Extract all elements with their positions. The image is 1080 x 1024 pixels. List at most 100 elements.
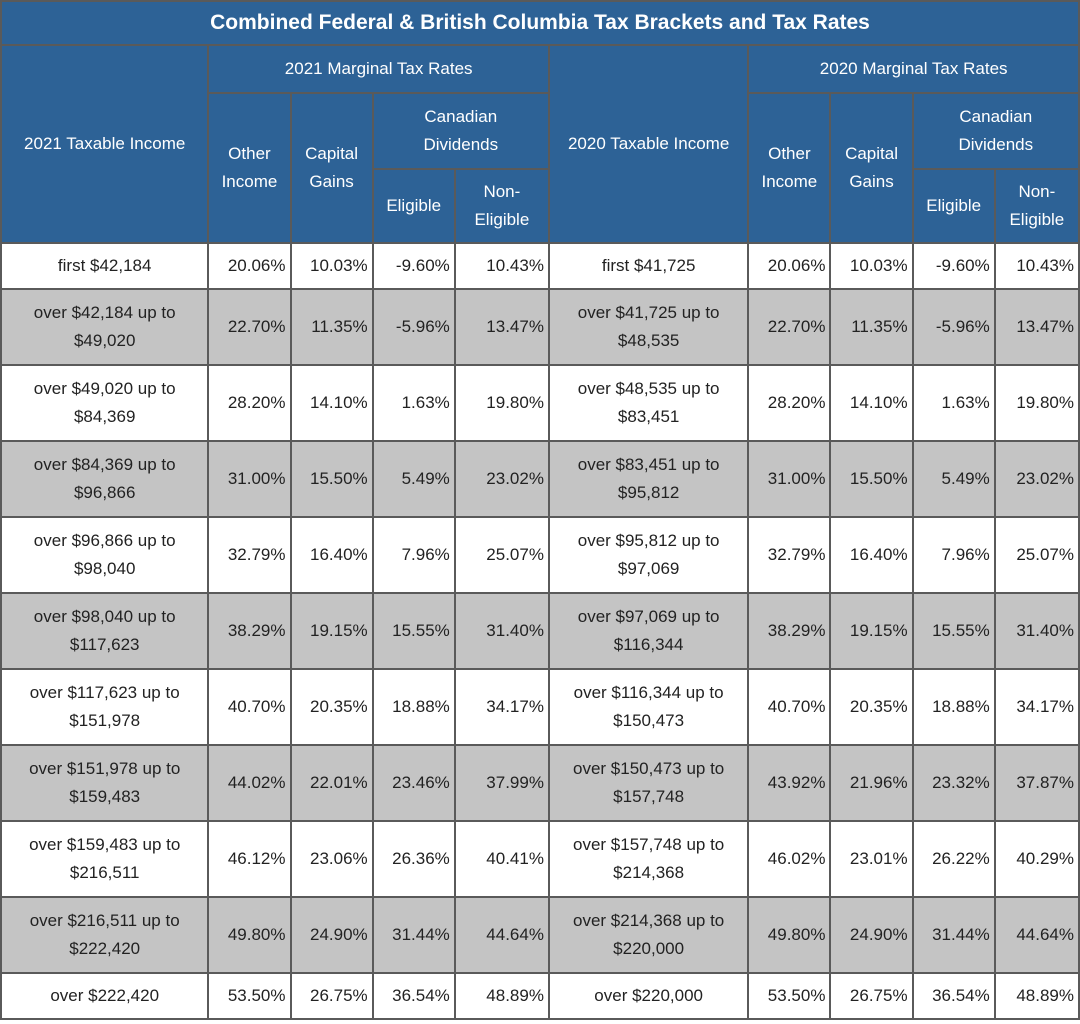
rate-2020-capital-gains: 15.50% [831, 442, 912, 516]
rate-2021-capital-gains: 10.03% [291, 244, 372, 288]
rate-2020-other-income: 38.29% [749, 594, 830, 668]
rate-2021-eligible: 15.55% [373, 594, 454, 668]
header-2020-capital-gains: Capital Gains [831, 94, 912, 242]
table-row: over $216,511 up to $222,420 49.80% 24.90% 3… [2, 898, 1078, 972]
rate-2021-capital-gains: 14.10% [291, 366, 372, 440]
income-2020-cell: over $157,748 up to $214,368 [549, 822, 748, 896]
header-2021-canadian-dividends: Canadian Dividends [373, 94, 548, 168]
rate-2020-capital-gains: 14.10% [831, 366, 912, 440]
rate-2021-eligible: -5.96% [373, 290, 454, 364]
rate-2021-other-income: 40.70% [209, 670, 290, 744]
rate-2021-eligible: 23.46% [373, 746, 454, 820]
table-row: over $151,978 up to $159,483 44.02% 22.01% 2… [2, 746, 1078, 820]
rate-2021-eligible: -9.60% [373, 244, 454, 288]
rate-2020-other-income: 53.50% [749, 974, 830, 1018]
rate-2021-eligible: 26.36% [373, 822, 454, 896]
rate-2021-non-eligible: 19.80% [455, 366, 548, 440]
table-row: over $159,483 up to $216,511 46.12% 23.06% 2… [2, 822, 1078, 896]
rate-2021-other-income: 28.20% [209, 366, 290, 440]
rate-2021-other-income: 31.00% [209, 442, 290, 516]
rate-2021-other-income: 20.06% [209, 244, 290, 288]
rate-2020-eligible: 26.22% [913, 822, 994, 896]
rate-2020-non-eligible: 13.47% [995, 290, 1078, 364]
income-2020-cell: over $83,451 up to $95,812 [549, 442, 748, 516]
rate-2021-other-income: 53.50% [209, 974, 290, 1018]
rate-2020-capital-gains: 26.75% [831, 974, 912, 1018]
rate-2021-other-income: 22.70% [209, 290, 290, 364]
rate-2020-other-income: 49.80% [749, 898, 830, 972]
header-2021-marginal-rates: 2021 Marginal Tax Rates [209, 46, 548, 92]
rate-2021-eligible: 5.49% [373, 442, 454, 516]
rate-2021-eligible: 31.44% [373, 898, 454, 972]
income-2021-cell: over $84,369 up to $96,866 [2, 442, 208, 516]
header-2021-capital-gains: Capital Gains [291, 94, 372, 242]
rate-2021-non-eligible: 13.47% [455, 290, 548, 364]
rate-2020-capital-gains: 23.01% [831, 822, 912, 896]
rate-2020-non-eligible: 25.07% [995, 518, 1078, 592]
income-2020-cell: over $95,812 up to $97,069 [549, 518, 748, 592]
rate-2021-capital-gains: 15.50% [291, 442, 372, 516]
rate-2021-other-income: 44.02% [209, 746, 290, 820]
income-2021-cell: over $117,623 up to $151,978 [2, 670, 208, 744]
rate-2020-non-eligible: 19.80% [995, 366, 1078, 440]
rate-2020-non-eligible: 31.40% [995, 594, 1078, 668]
table-row: over $84,369 up to $96,866 31.00% 15.50% 5.4… [2, 442, 1078, 516]
header-2020-non-eligible: Non- Eligible [995, 170, 1078, 242]
income-2020-cell: over $220,000 [549, 974, 748, 1018]
rate-2020-other-income: 22.70% [749, 290, 830, 364]
rate-2021-capital-gains: 22.01% [291, 746, 372, 820]
rate-2021-non-eligible: 10.43% [455, 244, 548, 288]
income-2021-cell: over $159,483 up to $216,511 [2, 822, 208, 896]
income-2020-cell: over $214,368 up to $220,000 [549, 898, 748, 972]
income-2020-cell: first $41,725 [549, 244, 748, 288]
rate-2020-other-income: 20.06% [749, 244, 830, 288]
table-row: over $98,040 up to $117,623 38.29% 19.15% 15… [2, 594, 1078, 668]
income-2021-cell: first $42,184 [2, 244, 208, 288]
rate-2021-other-income: 32.79% [209, 518, 290, 592]
rate-2021-non-eligible: 23.02% [455, 442, 548, 516]
rate-2020-other-income: 31.00% [749, 442, 830, 516]
table-row: over $42,184 up to $49,020 22.70% 11.35% -5.… [2, 290, 1078, 364]
header-2021-taxable-income: 2021 Taxable Income [2, 46, 208, 242]
rate-2020-capital-gains: 20.35% [831, 670, 912, 744]
header-2020-taxable-income: 2020 Taxable Income [549, 46, 748, 242]
income-2021-cell: over $42,184 up to $49,020 [2, 290, 208, 364]
rate-2020-eligible: 5.49% [913, 442, 994, 516]
table-row: over $49,020 up to $84,369 28.20% 14.10% 1.6… [2, 366, 1078, 440]
rate-2021-capital-gains: 19.15% [291, 594, 372, 668]
rate-2020-capital-gains: 19.15% [831, 594, 912, 668]
rate-2020-non-eligible: 34.17% [995, 670, 1078, 744]
rate-2021-eligible: 36.54% [373, 974, 454, 1018]
rate-2020-capital-gains: 21.96% [831, 746, 912, 820]
rate-2021-eligible: 7.96% [373, 518, 454, 592]
header-2021-other-income: Other Income [209, 94, 290, 242]
rate-2020-eligible: 23.32% [913, 746, 994, 820]
income-2020-cell: over $116,344 up to $150,473 [549, 670, 748, 744]
rate-2021-other-income: 46.12% [209, 822, 290, 896]
rate-2020-capital-gains: 24.90% [831, 898, 912, 972]
rate-2021-non-eligible: 48.89% [455, 974, 548, 1018]
rate-2020-other-income: 28.20% [749, 366, 830, 440]
rate-2020-capital-gains: 10.03% [831, 244, 912, 288]
rate-2021-capital-gains: 23.06% [291, 822, 372, 896]
income-2021-cell: over $96,866 up to $98,040 [2, 518, 208, 592]
rate-2020-eligible: 1.63% [913, 366, 994, 440]
header-2020-other-income: Other Income [749, 94, 830, 242]
rate-2021-eligible: 18.88% [373, 670, 454, 744]
rate-2020-capital-gains: 16.40% [831, 518, 912, 592]
rate-2021-capital-gains: 11.35% [291, 290, 372, 364]
income-2020-cell: over $41,725 up to $48,535 [549, 290, 748, 364]
rate-2020-eligible: 7.96% [913, 518, 994, 592]
rate-2020-other-income: 32.79% [749, 518, 830, 592]
income-2021-cell: over $216,511 up to $222,420 [2, 898, 208, 972]
rate-2021-other-income: 38.29% [209, 594, 290, 668]
rate-2020-eligible: 36.54% [913, 974, 994, 1018]
rate-2020-non-eligible: 23.02% [995, 442, 1078, 516]
income-2021-cell: over $222,420 [2, 974, 208, 1018]
rate-2021-non-eligible: 31.40% [455, 594, 548, 668]
table-body: first $42,184 20.06% 10.03% -9.60% 10.43% fir… [2, 244, 1078, 1018]
table-row: first $42,184 20.06% 10.03% -9.60% 10.43% fir… [2, 244, 1078, 288]
table-row: over $96,866 up to $98,040 32.79% 16.40% 7.9… [2, 518, 1078, 592]
rate-2020-eligible: -9.60% [913, 244, 994, 288]
table-row: over $117,623 up to $151,978 40.70% 20.35% 1… [2, 670, 1078, 744]
